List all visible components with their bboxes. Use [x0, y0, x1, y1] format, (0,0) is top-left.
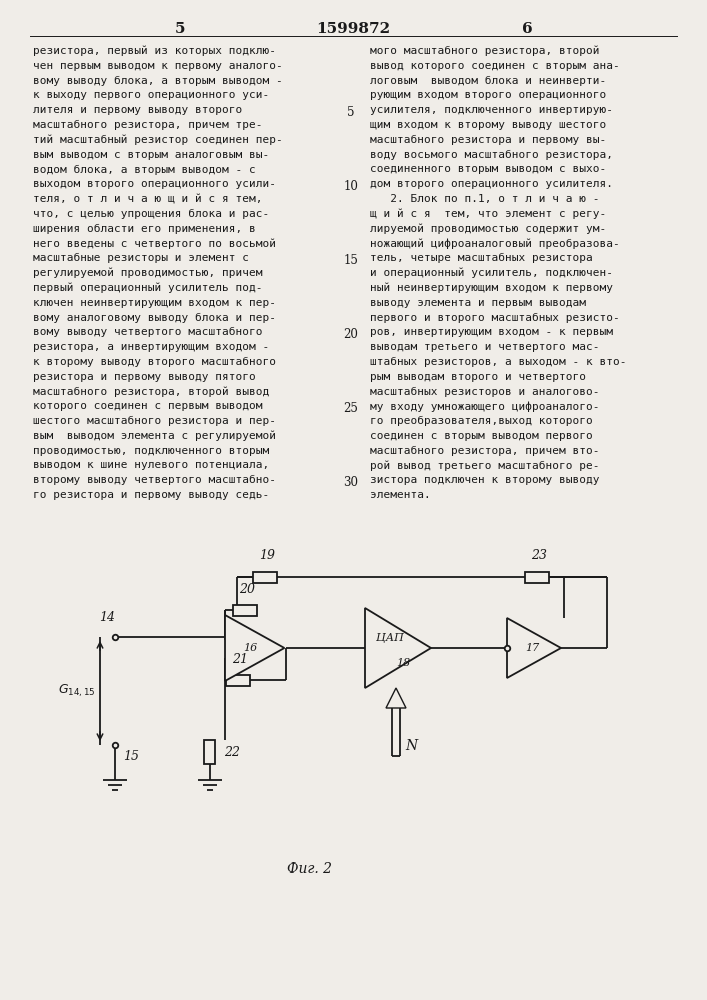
Polygon shape [386, 688, 406, 708]
Text: элемента.: элемента. [370, 490, 431, 500]
Text: усилителя, подключенного инвертирую-: усилителя, подключенного инвертирую- [370, 105, 613, 115]
Text: 20: 20 [239, 583, 255, 596]
Bar [226, 674, 250, 686]
Text: 25: 25 [344, 402, 358, 415]
Text: второму выводу четвертого масштабно-: второму выводу четвертого масштабно- [33, 475, 276, 485]
Text: ный неинвертирующим входом к первому: ный неинвертирующим входом к первому [370, 283, 613, 293]
Text: 20: 20 [344, 328, 358, 341]
Text: ЦАП: ЦАП [376, 633, 404, 643]
Text: проводимостью, подключенного вторым: проводимостью, подключенного вторым [33, 446, 269, 456]
Text: регулируемой проводимостью, причем: регулируемой проводимостью, причем [33, 268, 262, 278]
Text: что, с целью упрощения блока и рас-: что, с целью упрощения блока и рас- [33, 209, 269, 219]
Text: масштабных резисторов и аналогово-: масштабных резисторов и аналогово- [370, 386, 600, 397]
Text: рым выводам второго и четвертого: рым выводам второго и четвертого [370, 372, 586, 382]
Text: чен первым выводом к первому аналого-: чен первым выводом к первому аналого- [33, 61, 283, 71]
Text: резистора и первому выводу пятого: резистора и первому выводу пятого [33, 372, 256, 382]
Text: ножающий цифроаналоговый преобразова-: ножающий цифроаналоговый преобразова- [370, 238, 620, 249]
Text: мого масштабного резистора, второй: мого масштабного резистора, второй [370, 46, 600, 56]
Bar [525, 572, 549, 582]
Text: го резистора и первому выводу седь-: го резистора и первому выводу седь- [33, 490, 269, 500]
Text: 6: 6 [522, 22, 532, 36]
Text: 21: 21 [232, 653, 248, 666]
Polygon shape [507, 618, 561, 678]
Text: тий масштабный резистор соединен пер-: тий масштабный резистор соединен пер- [33, 135, 283, 145]
Text: вым выводом с вторым аналоговым вы-: вым выводом с вторым аналоговым вы- [33, 150, 269, 160]
Text: ров, инвертирующим входом - к первым: ров, инвертирующим входом - к первым [370, 327, 613, 337]
Text: 17: 17 [525, 643, 539, 653]
Text: резистора, а инвертирующим входом -: резистора, а инвертирующим входом - [33, 342, 269, 352]
Text: 15: 15 [123, 750, 139, 763]
Text: к выходу первого операционного уси-: к выходу первого операционного уси- [33, 90, 269, 100]
Text: 18: 18 [396, 658, 410, 668]
Text: вым  выводом элемента с регулируемой: вым выводом элемента с регулируемой [33, 431, 276, 441]
Text: дом второго операционного усилителя.: дом второго операционного усилителя. [370, 179, 613, 189]
Text: вому выводу блока, а вторым выводом -: вому выводу блока, а вторым выводом - [33, 76, 283, 86]
Text: и операционный усилитель, подключен-: и операционный усилитель, подключен- [370, 268, 613, 278]
Text: масштабного резистора и первому вы-: масштабного резистора и первому вы- [370, 135, 606, 145]
Text: 19: 19 [259, 549, 275, 562]
Text: лителя и первому выводу второго: лителя и первому выводу второго [33, 105, 243, 115]
Text: Фиг. 2: Фиг. 2 [288, 862, 332, 876]
Text: рующим входом второго операционного: рующим входом второго операционного [370, 90, 606, 100]
Bar [253, 572, 277, 582]
Text: масштабные резисторы и элемент с: масштабные резисторы и элемент с [33, 253, 249, 263]
Text: 22: 22 [224, 746, 240, 758]
Text: му входу умножающего цифроаналого-: му входу умножающего цифроаналого- [370, 401, 600, 412]
Polygon shape [365, 608, 431, 688]
Text: шестого масштабного резистора и пер-: шестого масштабного резистора и пер- [33, 416, 276, 426]
Text: выводу элемента и первым выводам: выводу элемента и первым выводам [370, 298, 586, 308]
Text: вывод которого соединен с вторым ана-: вывод которого соединен с вторым ана- [370, 61, 620, 71]
Text: масштабного резистора, второй вывод: масштабного резистора, второй вывод [33, 386, 269, 397]
Text: соединенного вторым выводом с выхо-: соединенного вторым выводом с выхо- [370, 164, 606, 174]
Text: первого и второго масштабных резисто-: первого и второго масштабных резисто- [370, 312, 620, 323]
Text: 14: 14 [99, 611, 115, 624]
Text: 30: 30 [344, 476, 358, 489]
Text: ключен неинвертирующим входом к пер-: ключен неинвертирующим входом к пер- [33, 298, 276, 308]
Text: лируемой проводимостью содержит ум-: лируемой проводимостью содержит ум- [370, 224, 606, 234]
Text: выводам третьего и четвертого мас-: выводам третьего и четвертого мас- [370, 342, 600, 352]
Text: рой вывод третьего масштабного ре-: рой вывод третьего масштабного ре- [370, 460, 600, 471]
Bar [233, 604, 257, 615]
Text: щ и й с я  тем, что элемент с регу-: щ и й с я тем, что элемент с регу- [370, 209, 606, 219]
Text: масштабного резистора, причем тре-: масштабного резистора, причем тре- [33, 120, 262, 130]
Text: резистора, первый из которых подклю-: резистора, первый из которых подклю- [33, 46, 276, 56]
Text: 5: 5 [347, 106, 355, 119]
Text: $G_{14,15}$: $G_{14,15}$ [58, 683, 96, 699]
Text: 23: 23 [531, 549, 547, 562]
Text: вому выводу четвертого масштабного: вому выводу четвертого масштабного [33, 327, 262, 337]
Text: которого соединен с первым выводом: которого соединен с первым выводом [33, 401, 262, 411]
Text: щим входом к второму выводу шестого: щим входом к второму выводу шестого [370, 120, 606, 130]
Text: 16: 16 [243, 643, 257, 653]
Text: го преобразователя,выход которого: го преобразователя,выход которого [370, 416, 592, 426]
Text: логовым  выводом блока и неинверти-: логовым выводом блока и неинверти- [370, 76, 606, 86]
Text: 5: 5 [175, 22, 185, 36]
Text: штабных резисторов, а выходом - к вто-: штабных резисторов, а выходом - к вто- [370, 357, 626, 367]
Text: масштабного резистора, причем вто-: масштабного резистора, причем вто- [370, 446, 600, 456]
Text: зистора подключен к второму выводу: зистора подключен к второму выводу [370, 475, 600, 485]
Text: воду восьмого масштабного резистора,: воду восьмого масштабного резистора, [370, 150, 613, 160]
Text: N: N [405, 739, 417, 753]
Text: выходом второго операционного усили-: выходом второго операционного усили- [33, 179, 276, 189]
Text: к второму выводу второго масштабного: к второму выводу второго масштабного [33, 357, 276, 367]
Polygon shape [225, 615, 284, 681]
Text: 1599872: 1599872 [316, 22, 390, 36]
Bar [204, 740, 216, 764]
Text: первый операционный усилитель под-: первый операционный усилитель под- [33, 283, 262, 293]
Text: выводом к шине нулевого потенциала,: выводом к шине нулевого потенциала, [33, 460, 269, 470]
Text: теля, о т л и ч а ю щ и й с я тем,: теля, о т л и ч а ю щ и й с я тем, [33, 194, 262, 204]
Text: ширения области его применения, в: ширения области его применения, в [33, 224, 256, 234]
Text: вому аналоговому выводу блока и пер-: вому аналоговому выводу блока и пер- [33, 312, 276, 323]
Text: 15: 15 [344, 254, 358, 267]
Text: 10: 10 [344, 180, 358, 193]
Text: него введены с четвертого по восьмой: него введены с четвертого по восьмой [33, 238, 276, 249]
Text: соединен с вторым выводом первого: соединен с вторым выводом первого [370, 431, 592, 441]
Text: тель, четыре масштабных резистора: тель, четыре масштабных резистора [370, 253, 592, 263]
Text: водом блока, а вторым выводом - с: водом блока, а вторым выводом - с [33, 164, 256, 175]
Text: 2. Блок по п.1, о т л и ч а ю -: 2. Блок по п.1, о т л и ч а ю - [370, 194, 600, 204]
